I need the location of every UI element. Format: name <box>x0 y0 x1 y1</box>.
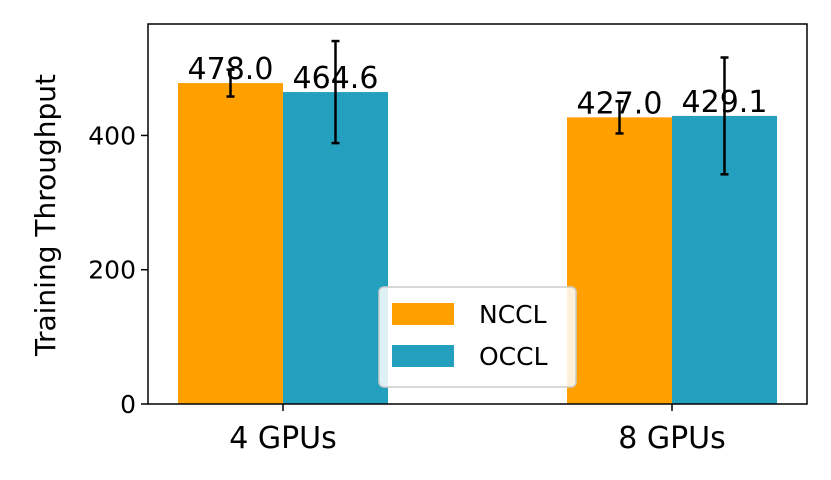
x-tick-label: 4 GPUs <box>229 421 337 456</box>
legend-label-occl: OCCL <box>479 342 548 371</box>
error-bar-nccl-1 <box>226 68 235 98</box>
value-label-occl-1: 464.6 <box>293 61 379 96</box>
legend-label-nccl: NCCL <box>479 300 547 329</box>
error-bar-occl-2 <box>720 56 729 176</box>
axes-frame <box>147 23 808 405</box>
value-label-occl-2: 429.1 <box>682 85 768 120</box>
value-label-nccl-2: 427.0 <box>577 86 663 121</box>
value-label-nccl-1: 478.0 <box>188 52 274 87</box>
y-tick-label: 400 <box>88 121 136 150</box>
legend: NCCL OCCL <box>378 286 577 388</box>
legend-swatch-nccl <box>392 303 454 325</box>
y-tick-label: 200 <box>88 256 136 285</box>
plot-area: 478.0 427.0 464.6 429.1 <box>178 39 777 405</box>
bar-nccl-1 <box>178 83 283 404</box>
x-tick-label: 8 GPUs <box>618 421 726 456</box>
error-bar-nccl-2 <box>615 99 624 135</box>
error-bar-occl-1 <box>331 39 340 145</box>
y-tick-label: 0 <box>120 390 136 419</box>
legend-swatch-occl <box>392 345 454 367</box>
y-axis-label: Training Throughput <box>29 74 62 357</box>
bar-nccl-2 <box>567 117 672 404</box>
